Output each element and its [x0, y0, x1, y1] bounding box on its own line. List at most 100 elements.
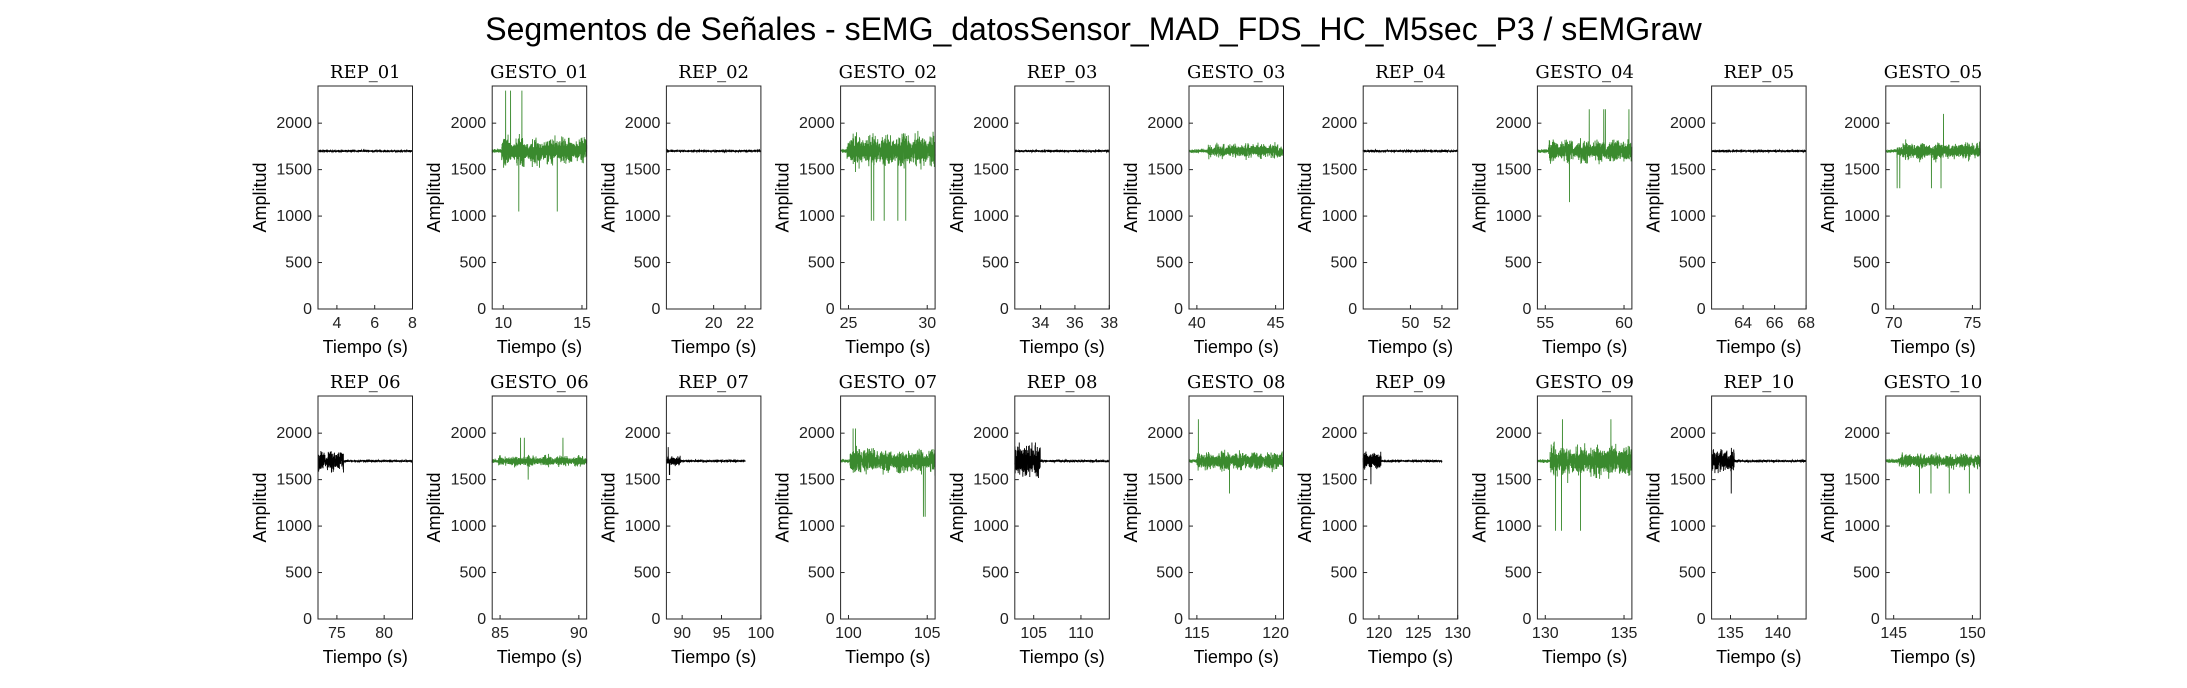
- subplot-title: REP_09: [1375, 372, 1446, 393]
- y-tick-label: 2000: [973, 425, 1009, 442]
- signal-series: [491, 437, 588, 480]
- y-tick-label: 1500: [799, 472, 835, 489]
- y-tick-label: 500: [1330, 255, 1357, 272]
- x-axis-label: Tiempo (s): [1716, 647, 1801, 667]
- y-tick-label: 2000: [973, 115, 1009, 132]
- subplot-gesto-07: GESTO_07 0 500 1000 1500 2000 100 105 Tiempo (s)…: [773, 372, 941, 667]
- y-tick-label: 1500: [1844, 472, 1880, 489]
- y-tick-label: 0: [1000, 611, 1009, 628]
- y-tick-label: 2000: [451, 425, 487, 442]
- x-tick-label: 64: [1734, 315, 1752, 332]
- axes-box: [1014, 85, 1110, 310]
- subplot-rep-04: REP_04 0 500 1000 1500 2000 50 52 Tiempo (s) Ampl…: [1295, 62, 1459, 357]
- subplot-rep-08: REP_08 0 500 1000 1500 2000 105 110 Tiempo (s) Am…: [947, 372, 1110, 667]
- y-tick-label: 1000: [276, 208, 312, 225]
- y-tick-label: 1000: [1496, 518, 1532, 535]
- y-axis-label: Amplitud: [250, 472, 270, 542]
- subplot-title: GESTO_09: [1535, 372, 1634, 393]
- y-tick-label: 0: [477, 301, 486, 318]
- y-tick-label: 1500: [625, 162, 661, 179]
- y-tick-label: 2000: [276, 425, 312, 442]
- subplot-gesto-05: GESTO_05 0 500 1000 1500 2000 70 75 Tiempo (s) Am…: [1818, 62, 1983, 357]
- y-tick-label: 2000: [625, 115, 661, 132]
- x-tick-label: 22: [736, 315, 754, 332]
- y-axis-label: Amplitud: [1818, 472, 1838, 542]
- x-axis-label: Tiempo (s): [1368, 647, 1453, 667]
- signal-series: [1885, 452, 1981, 494]
- subplot-title: REP_07: [678, 372, 749, 393]
- y-tick-label: 0: [1697, 301, 1706, 318]
- subplot-title: GESTO_03: [1187, 62, 1286, 83]
- x-axis-label: Tiempo (s): [1194, 647, 1279, 667]
- subplot-title: REP_04: [1375, 62, 1446, 83]
- y-tick-label: 0: [477, 611, 486, 628]
- y-tick-label: 1000: [1670, 518, 1706, 535]
- subplot-gesto-09: GESTO_09 0 500 1000 1500 2000 130 135 Tiempo (s)…: [1469, 372, 1637, 667]
- y-tick-label: 2000: [799, 115, 835, 132]
- x-tick-label: 115: [1184, 625, 1210, 642]
- x-tick-label: 36: [1066, 315, 1084, 332]
- figure-title: Segmentos de Señales - sEMG_datosSensor_…: [485, 11, 1702, 47]
- subplot-rep-05: REP_05 0 500 1000 1500 2000 64 66 68 Tiempo (s) Am…: [1644, 62, 1816, 357]
- y-tick-label: 1500: [451, 162, 487, 179]
- subplot-gesto-02: GESTO_02 0 500 1000 1500 2000 25 30 Tiempo (s) Am…: [773, 62, 938, 357]
- y-axis-label: Amplitud: [1121, 472, 1141, 542]
- y-tick-label: 1500: [1670, 162, 1706, 179]
- y-tick-label: 2000: [1496, 115, 1532, 132]
- y-tick-label: 0: [651, 301, 660, 318]
- y-tick-label: 2000: [1322, 115, 1358, 132]
- x-tick-label: 60: [1615, 315, 1633, 332]
- y-tick-label: 2000: [1844, 425, 1880, 442]
- x-tick-label: 34: [1032, 315, 1050, 332]
- x-tick-label: 20: [705, 315, 723, 332]
- x-tick-label: 85: [491, 625, 509, 642]
- y-tick-label: 1000: [973, 208, 1009, 225]
- y-tick-label: 0: [826, 301, 835, 318]
- x-axis-label: Tiempo (s): [323, 647, 408, 667]
- y-tick-label: 500: [1330, 565, 1357, 582]
- y-tick-label: 1000: [451, 518, 487, 535]
- axes-box: [1536, 395, 1633, 620]
- x-axis-label: Tiempo (s): [845, 647, 930, 667]
- y-tick-label: 1000: [1322, 208, 1358, 225]
- y-tick-label: 500: [1679, 255, 1706, 272]
- x-tick-label: 120: [1366, 625, 1393, 642]
- y-axis-label: Amplitud: [1644, 162, 1664, 232]
- y-tick-label: 1500: [276, 472, 312, 489]
- y-axis-label: Amplitud: [773, 472, 793, 542]
- y-tick-label: 0: [303, 611, 312, 628]
- x-tick-label: 120: [1262, 625, 1289, 642]
- y-tick-label: 1500: [1496, 472, 1532, 489]
- x-tick-label: 75: [328, 625, 346, 642]
- y-tick-label: 500: [285, 255, 312, 272]
- x-tick-label: 130: [1532, 625, 1559, 642]
- x-tick-label: 130: [1444, 625, 1471, 642]
- y-tick-label: 500: [1156, 565, 1183, 582]
- x-tick-label: 110: [1068, 625, 1094, 642]
- y-axis-label: Amplitud: [250, 162, 270, 232]
- y-tick-label: 1000: [973, 518, 1009, 535]
- x-tick-label: 90: [673, 625, 691, 642]
- x-tick-label: 100: [748, 625, 775, 642]
- y-axis-label: Amplitud: [947, 472, 967, 542]
- signal-series: [840, 428, 936, 517]
- y-axis-label: Amplitud: [424, 162, 444, 232]
- y-tick-label: 1000: [1147, 208, 1183, 225]
- y-axis-label: Amplitud: [424, 472, 444, 542]
- y-tick-label: 0: [1522, 611, 1531, 628]
- subplot-title: GESTO_08: [1187, 372, 1286, 393]
- signal-series: [665, 148, 762, 154]
- subplot-title: REP_02: [678, 62, 749, 83]
- x-tick-label: 15: [573, 315, 591, 332]
- y-tick-label: 0: [1348, 611, 1357, 628]
- subplot-title: REP_08: [1027, 372, 1098, 393]
- subplot-gesto-01: GESTO_01 0 500 1000 1500 2000 10 15 Tiempo (s) Am…: [424, 62, 591, 357]
- y-tick-label: 0: [1522, 301, 1531, 318]
- x-tick-label: 10: [494, 315, 512, 332]
- x-tick-label: 95: [713, 625, 731, 642]
- y-tick-label: 500: [808, 565, 835, 582]
- y-tick-label: 1000: [1147, 518, 1183, 535]
- y-axis-label: Amplitud: [1469, 472, 1489, 542]
